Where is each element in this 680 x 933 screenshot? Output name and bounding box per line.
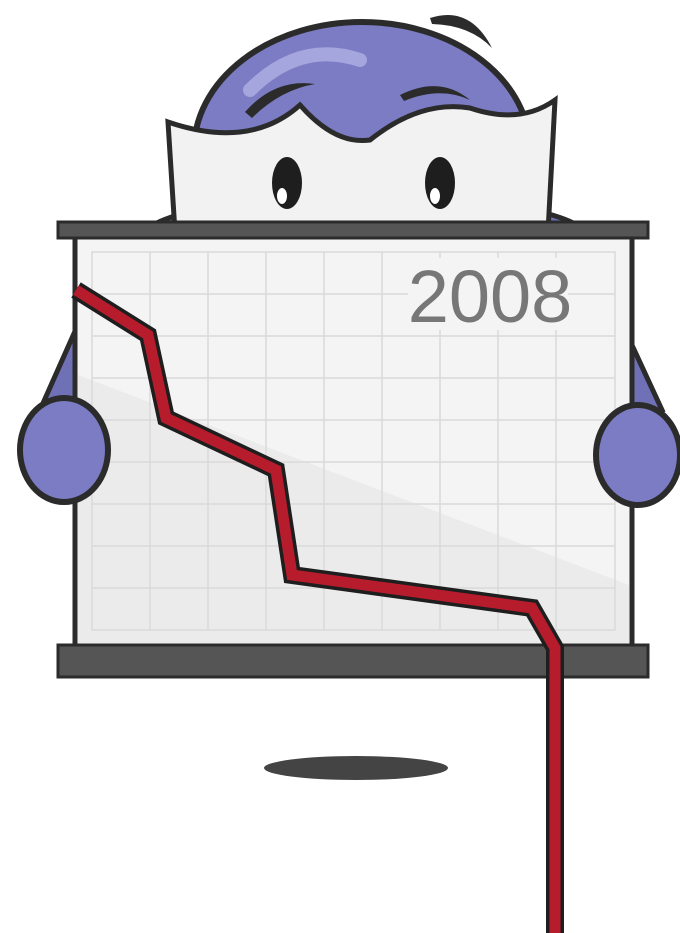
top-bar (58, 222, 648, 238)
eye (272, 157, 302, 209)
shadow (264, 756, 448, 780)
hand (596, 405, 680, 505)
illustration: 2008 (0, 0, 680, 933)
eye-shine (277, 188, 287, 204)
hand (20, 398, 108, 502)
eye (425, 157, 455, 209)
eye-shine (430, 188, 440, 204)
year-label: 2008 (408, 255, 573, 338)
